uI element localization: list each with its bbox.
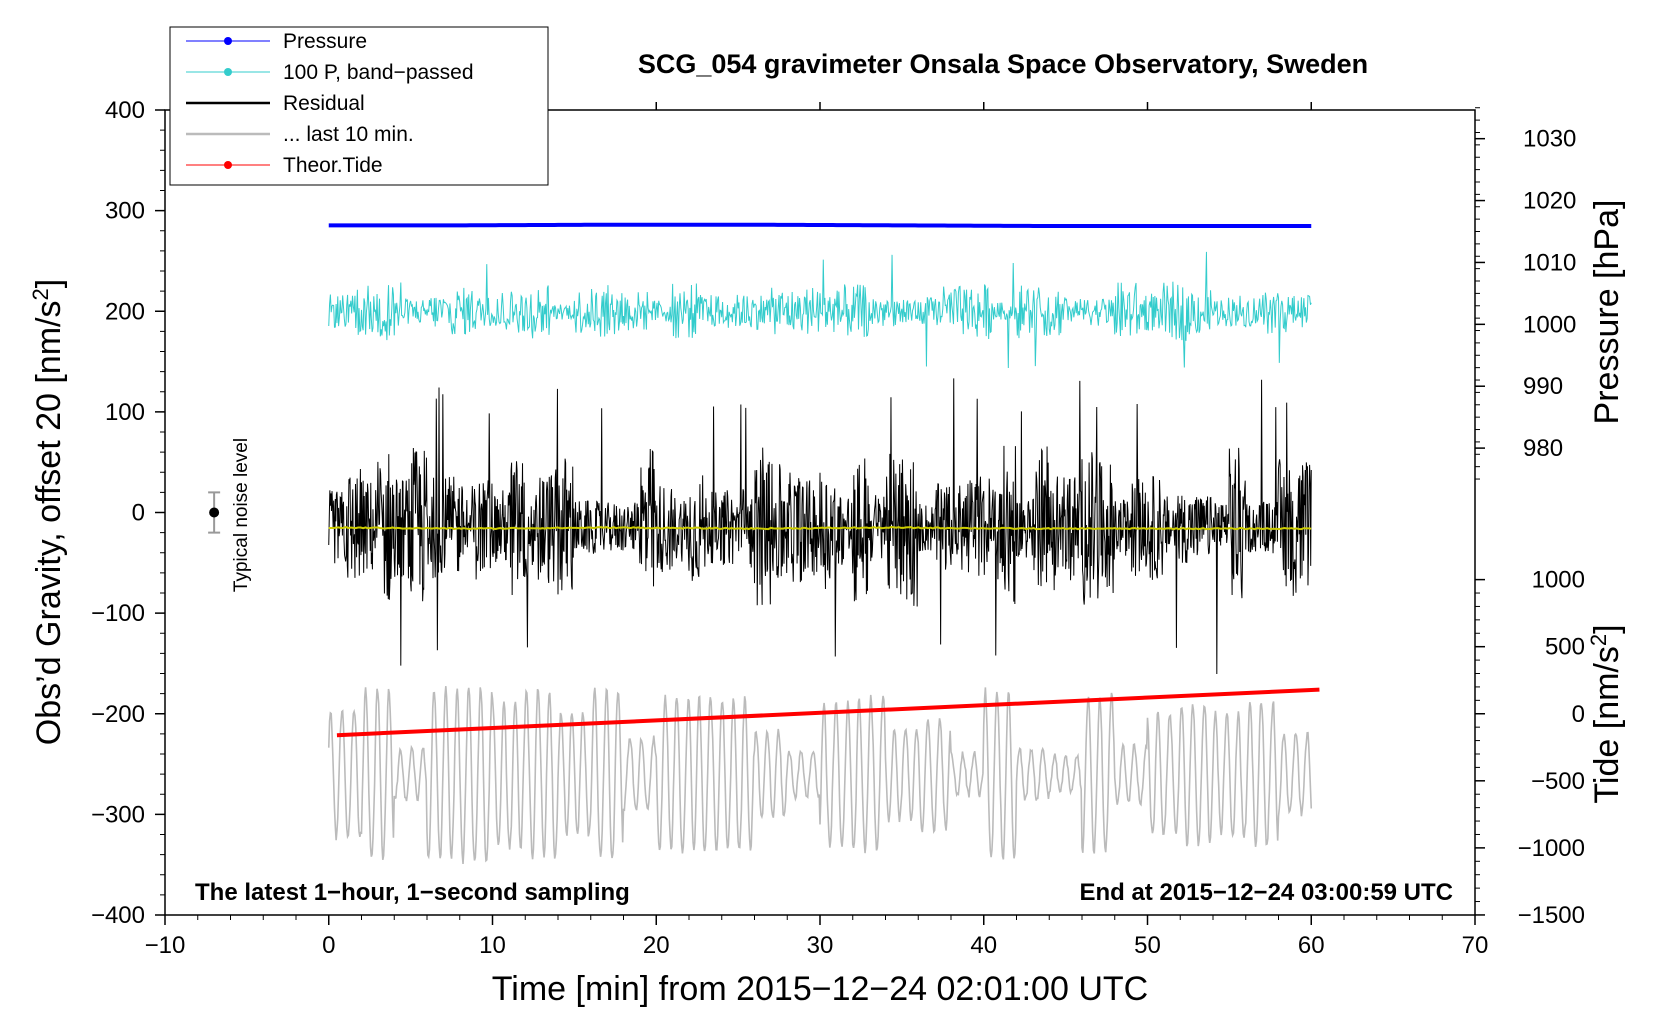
legend-label: Theor.Tide bbox=[283, 154, 383, 177]
legend-marker bbox=[224, 37, 232, 45]
y-axis-left-title-main: Obs’d Gravity, offset 20 [nm/s bbox=[30, 301, 68, 746]
noise-label: Typical noise level bbox=[231, 438, 252, 592]
tide-tick-label: −1000 bbox=[1518, 835, 1585, 862]
legend-marker bbox=[224, 68, 232, 76]
pressure-tick-label: 1020 bbox=[1523, 188, 1576, 215]
x-axis: −10 0 10 20 30 40 50 60 70 bbox=[145, 102, 1489, 959]
y-axis-left-title-end: ] bbox=[30, 279, 68, 288]
y-axis-tide-title-main: Tide [nm/s bbox=[1588, 646, 1626, 803]
pressure-tick-label: 1010 bbox=[1523, 249, 1576, 276]
y-axis-left: 400 300 200 100 0 −100 −200 −300 −400 bbox=[91, 97, 165, 929]
legend-marker bbox=[224, 161, 232, 169]
noise-indicator: Typical noise level bbox=[208, 438, 252, 592]
x-tick-label: 60 bbox=[1298, 932, 1325, 959]
tide-tick-label: −1500 bbox=[1518, 902, 1585, 929]
series-layer bbox=[327, 222, 1320, 864]
x-tick-label: 20 bbox=[643, 932, 670, 959]
legend: Pressure 100 P, band−passed Residual ... la… bbox=[169, 26, 549, 186]
y-tick-label: 300 bbox=[105, 198, 145, 225]
tide-tick-label: 1000 bbox=[1532, 567, 1585, 594]
legend-label: Residual bbox=[283, 92, 365, 115]
y-tick-label: −100 bbox=[91, 600, 145, 627]
pressure-tick-label: 990 bbox=[1523, 373, 1563, 400]
pressure-tick-label: 1030 bbox=[1523, 126, 1576, 153]
legend-box bbox=[169, 26, 549, 186]
note-right: End at 2015−12−24 03:00:59 UTC bbox=[1079, 879, 1453, 906]
x-tick-label: 50 bbox=[1134, 932, 1161, 959]
y-tick-label: 400 bbox=[105, 97, 145, 124]
series-pressure-bandpassed bbox=[328, 251, 1312, 368]
pressure-tick-label: 980 bbox=[1523, 435, 1563, 462]
y-tick-label: −200 bbox=[91, 701, 145, 728]
y-axis-left-title: Obs’d Gravity, offset 20 [nm/s2] bbox=[28, 279, 68, 745]
x-tick-label: 70 bbox=[1462, 932, 1489, 959]
series-pressure bbox=[328, 222, 1312, 228]
legend-label: ... last 10 min. bbox=[283, 123, 414, 146]
series-last-10-min bbox=[327, 686, 1313, 864]
axis-titles: Time [min] from 2015−12−24 02:01:00 UTC … bbox=[28, 200, 1626, 1008]
bottom-notes: The latest 1−hour, 1−second sampling End… bbox=[195, 879, 1453, 906]
y-axis-right: 1030 1020 1010 1000 990 980 1000 500 0 −500 −1000 −… bbox=[1475, 107, 1585, 929]
y-axis-tide-title-sup: 2 bbox=[1586, 634, 1611, 646]
x-axis-title: Time [min] from 2015−12−24 02:01:00 UTC bbox=[492, 970, 1148, 1008]
series-residual bbox=[328, 378, 1312, 674]
y-axis-pressure-title: Pressure [hPa] bbox=[1588, 200, 1626, 425]
note-left: The latest 1−hour, 1−second sampling bbox=[195, 879, 630, 906]
legend-label: 100 P, band−passed bbox=[283, 61, 474, 84]
y-axis-tide-title: Tide [nm/s2] bbox=[1586, 624, 1626, 803]
tide-tick-label: −500 bbox=[1531, 768, 1585, 795]
title-group: SCG_054 gravimeter Onsala Space Observat… bbox=[638, 49, 1368, 79]
series-theoretical-tide bbox=[336, 687, 1320, 738]
tide-tick-label: 0 bbox=[1572, 701, 1585, 728]
x-tick-label: 30 bbox=[807, 932, 834, 959]
chart-title: SCG_054 gravimeter Onsala Space Observat… bbox=[638, 49, 1368, 79]
pressure-tick-label: 1000 bbox=[1523, 311, 1576, 338]
y-tick-label: −400 bbox=[91, 902, 145, 929]
y-axis-left-title-sup: 2 bbox=[28, 288, 53, 300]
tide-tick-label: 500 bbox=[1545, 634, 1585, 661]
y-tick-label: −300 bbox=[91, 801, 145, 828]
x-tick-label: 0 bbox=[322, 932, 335, 959]
x-tick-label: 40 bbox=[970, 932, 997, 959]
y-axis-tide-title-end: ] bbox=[1588, 624, 1626, 633]
y-tick-label: 200 bbox=[105, 298, 145, 325]
series-residual-mean bbox=[328, 526, 1312, 531]
legend-label: Pressure bbox=[283, 30, 367, 53]
y-tick-label: 100 bbox=[105, 399, 145, 426]
noise-dot bbox=[209, 507, 220, 518]
x-tick-label: 10 bbox=[479, 932, 506, 959]
y-tick-label: 0 bbox=[132, 500, 145, 527]
x-tick-label: −10 bbox=[145, 932, 186, 959]
